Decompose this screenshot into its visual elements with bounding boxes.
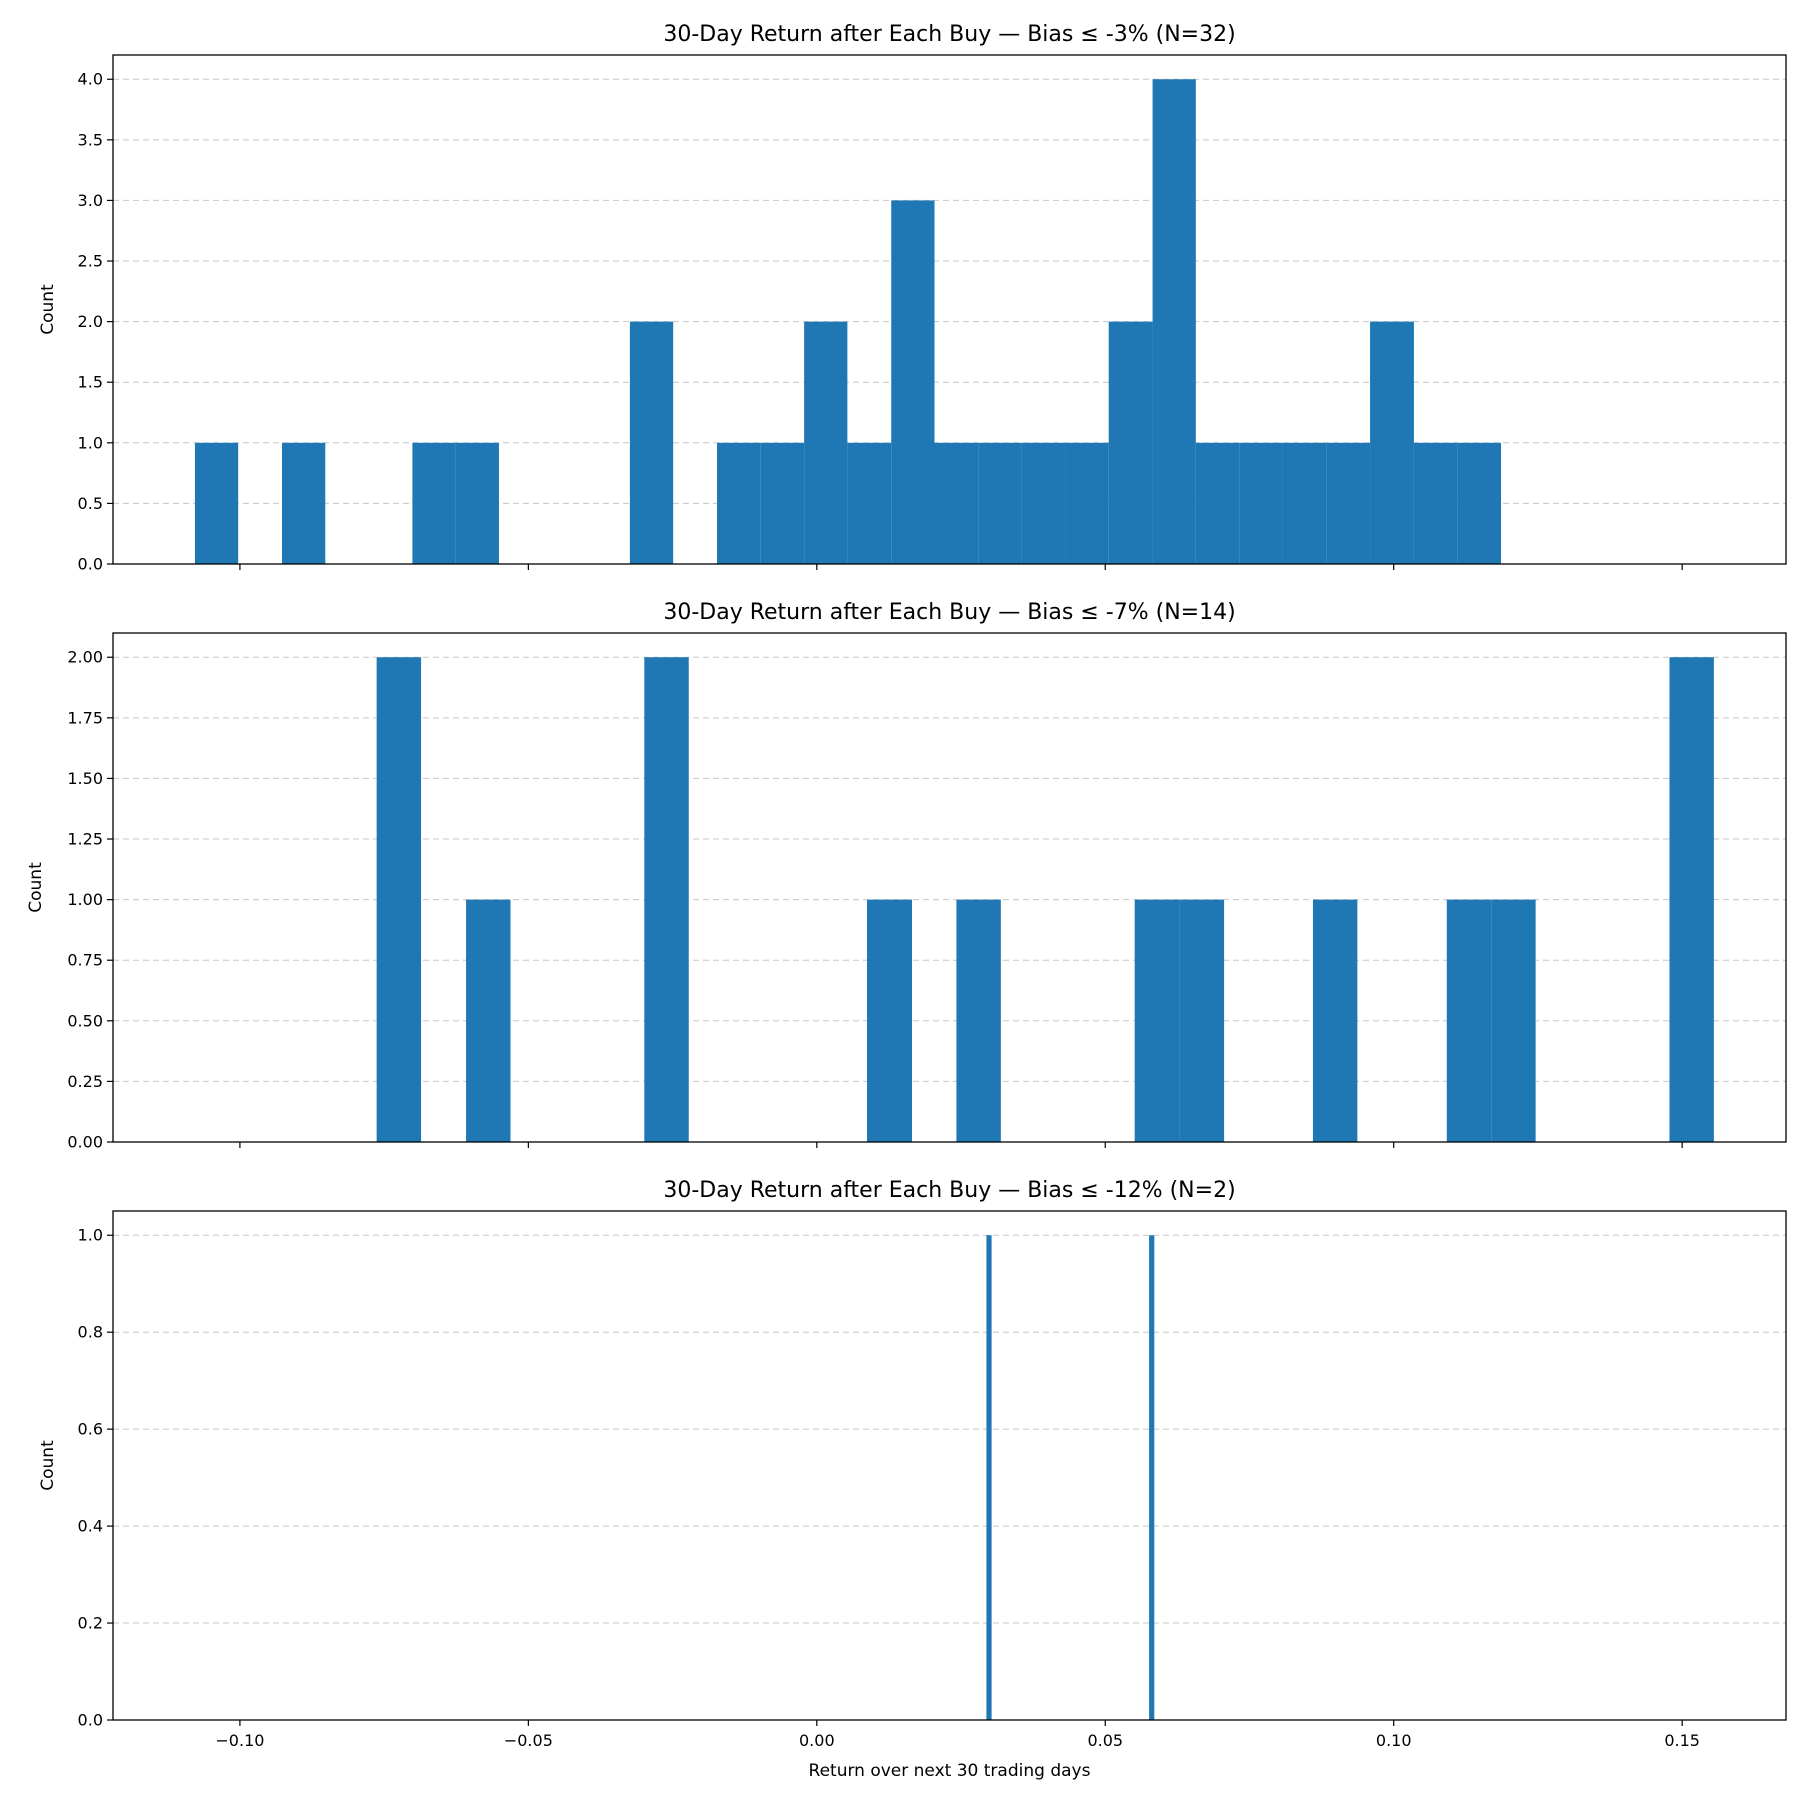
y-tick-label: 1.5 [78, 373, 103, 392]
histogram-bar [867, 899, 913, 1142]
histogram-bar [1457, 442, 1502, 564]
histogram-bar [644, 657, 689, 1142]
y-tick-label: 0.75 [67, 951, 103, 970]
y-tick-label: 3.0 [78, 191, 103, 210]
histogram-bar [629, 321, 674, 564]
histogram-bar [760, 442, 805, 564]
y-tick-label: 0.5 [78, 494, 103, 513]
histogram-bar [376, 657, 422, 1142]
x-tick-label: −0.10 [215, 1731, 264, 1750]
y-tick-label: 2.0 [78, 312, 103, 331]
y-tick-label: 0.0 [78, 1711, 103, 1730]
y-tick-label: 3.5 [78, 130, 103, 149]
y-tick-label: 0.6 [78, 1420, 103, 1439]
y-tick-label: 1.0 [78, 433, 103, 452]
histogram-bar [1134, 899, 1180, 1142]
y-tick-label: 0.00 [67, 1133, 103, 1152]
histogram-bar [455, 442, 499, 564]
y-axis-label: Count [38, 1440, 58, 1491]
histogram-bar [1195, 442, 1240, 564]
y-tick-label: 1.25 [67, 830, 103, 849]
y-tick-label: 2.5 [78, 252, 103, 271]
histogram-bar [1446, 899, 1492, 1142]
histogram-bar [1312, 899, 1358, 1142]
x-tick-label: 0.05 [1087, 1731, 1123, 1750]
histogram-bar [1413, 442, 1458, 564]
x-tick-label: −0.05 [504, 1731, 553, 1750]
histogram-bar [978, 442, 1022, 564]
histogram-bar [1239, 442, 1283, 564]
y-tick-label: 1.00 [67, 890, 103, 909]
histogram-bar [986, 1235, 992, 1720]
histogram-bar [282, 442, 326, 564]
y-tick-label: 0.25 [67, 1072, 103, 1091]
histogram-bar [1149, 1235, 1155, 1720]
chart-title: 30-Day Return after Each Buy — Bias ≤ -1… [663, 1178, 1235, 1203]
histogram-bar [1152, 79, 1196, 564]
axes-frame [112, 632, 1787, 1143]
x-axis-label: Return over next 30 trading days [809, 1761, 1091, 1781]
y-tick-label: 1.75 [67, 708, 103, 727]
subplot-1: 0.0 0.5 1.0 1.5 2.0 2.5 3.0 3.5 4.0 30-Day Return… [38, 22, 1787, 574]
axes-frame [112, 54, 1787, 565]
y-axis-label: Count [38, 284, 58, 335]
x-tick-label: 0.15 [1664, 1731, 1700, 1750]
y-tick-label: 4.0 [78, 70, 103, 89]
histogram-bar [1370, 321, 1414, 564]
histogram-bar [717, 442, 761, 564]
histogram-bar [1108, 321, 1153, 564]
chart-title: 30-Day Return after Each Buy — Bias ≤ -3… [663, 22, 1235, 47]
axes-frame [112, 1210, 1787, 1721]
histogram-bar [891, 200, 935, 564]
y-tick-label: 0.50 [67, 1011, 103, 1030]
histogram-bar [1282, 442, 1327, 564]
histogram-bar [1669, 657, 1714, 1142]
y-tick-label: 0.8 [78, 1323, 103, 1342]
x-tick-label: 0.00 [799, 1731, 835, 1750]
histogram-bar [847, 442, 892, 564]
histogram-bar [412, 442, 456, 564]
y-tick-label: 0.2 [78, 1614, 103, 1633]
y-tick-label: 2.00 [67, 648, 103, 667]
histogram-bar [1021, 442, 1066, 564]
histogram-bar [1065, 442, 1109, 564]
y-tick-label: 0.0 [78, 555, 103, 574]
histogram-bar [466, 899, 511, 1142]
y-axis-label: Count [26, 862, 46, 913]
subplot-3: 0.0 0.2 0.4 0.6 0.8 1.0 −0.10 −0.05 0.00 0.05 0.10… [38, 1178, 1787, 1781]
y-tick-label: 1.50 [67, 769, 103, 788]
histogram-bar [1491, 899, 1536, 1142]
histogram-bar [934, 442, 979, 564]
y-tick-label: 1.0 [78, 1226, 103, 1245]
subplot-2: 0.00 0.25 0.50 0.75 1.00 1.25 1.50 1.75 2.00 30-D… [26, 600, 1787, 1152]
x-tick-label: 0.10 [1376, 1731, 1412, 1750]
histogram-bar [1326, 442, 1371, 564]
histogram-bar [804, 321, 848, 564]
histogram-bar [956, 899, 1001, 1142]
histogram-bar [1179, 899, 1225, 1142]
histogram-bar [194, 442, 239, 564]
chart-title: 30-Day Return after Each Buy — Bias ≤ -7… [663, 600, 1235, 625]
y-tick-label: 0.4 [78, 1517, 103, 1536]
